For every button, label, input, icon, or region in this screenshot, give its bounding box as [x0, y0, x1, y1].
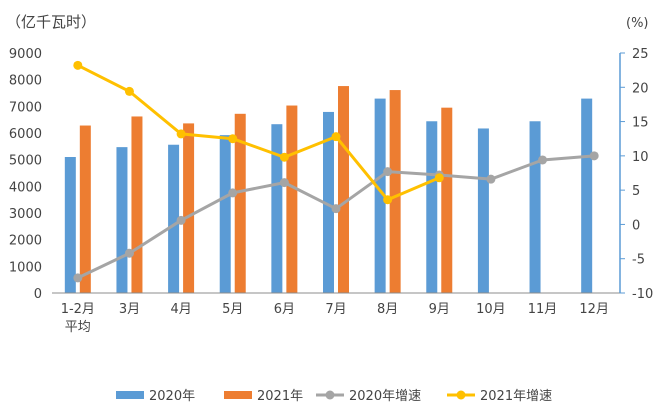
x-tick-label: 7月 [325, 302, 346, 317]
line-point-0-1 [124, 248, 134, 258]
line-point-0-3 [228, 188, 238, 198]
bar-0-1 [116, 147, 128, 293]
bar-series [64, 86, 593, 294]
line-point-0-0 [73, 273, 83, 283]
bar-1-4 [286, 105, 298, 294]
axes [52, 53, 621, 294]
legend: 2020年 2021年 2020年增速 2021年增速 [116, 389, 552, 404]
left-tick-label: 4000 [9, 180, 42, 195]
legend-label-3: 2021年增速 [480, 389, 552, 404]
right-tick-label: -10 [632, 287, 653, 302]
right-tick-label: 10 [632, 150, 649, 165]
x-tick-label: 6月 [274, 302, 295, 317]
bar-1-6 [389, 90, 401, 293]
left-tick-label: 0 [34, 287, 42, 302]
left-tick-label: 3000 [9, 207, 42, 222]
line-point-1-0 [73, 60, 83, 70]
bar-0-7 [426, 121, 438, 294]
line-point-1-3 [228, 134, 238, 144]
legend-swatch-1 [224, 391, 252, 399]
bar-1-0 [79, 125, 91, 294]
x-tick-label: 5月 [222, 302, 243, 317]
right-tick-label: 25 [632, 47, 649, 62]
line-point-0-8 [486, 174, 496, 184]
line-point-1-6 [383, 195, 393, 205]
line-point-0-10 [589, 151, 599, 161]
line-point-0-5 [331, 204, 341, 214]
right-axis-unit: (%) [626, 16, 649, 31]
right-tick-label: 20 [632, 81, 649, 96]
left-axis-unit: （亿千瓦时） [6, 13, 96, 31]
right-tick-label: 15 [632, 116, 649, 131]
line-point-0-2 [176, 215, 186, 225]
line-series [73, 60, 599, 283]
x-tick-label: 平均 [65, 320, 91, 335]
legend-label-0: 2020年 [149, 389, 195, 404]
bar-1-7 [441, 107, 453, 294]
x-tick-label: 12月 [579, 302, 609, 317]
right-tick-label: 5 [632, 184, 640, 199]
line-point-0-9 [538, 155, 548, 165]
bar-0-3 [219, 135, 231, 293]
bar-0-5 [323, 111, 334, 293]
x-tick-label: 4月 [170, 302, 191, 317]
left-axis-ticks: 0 1000 2000 3000 4000 5000 6000 7000 8000 9000 [9, 47, 42, 302]
x-tick-label: 8月 [377, 302, 398, 317]
x-tick-label: 3月 [119, 302, 140, 317]
bar-0-0 [64, 157, 76, 293]
bar-0-2 [168, 144, 180, 293]
left-tick-label: 5000 [9, 154, 42, 169]
x-tick-label: 1-2月 [61, 302, 95, 317]
legend-marker-2 [325, 390, 335, 400]
line-1 [77, 64, 440, 202]
line-point-1-5 [331, 132, 341, 142]
left-tick-label: 9000 [9, 47, 42, 62]
line-point-1-7 [434, 173, 444, 183]
line-point-0-6 [383, 167, 393, 177]
left-tick-label: 8000 [9, 74, 42, 89]
legend-swatch-0 [116, 391, 144, 399]
bar-0-8 [477, 128, 489, 293]
legend-label-2: 2020年增速 [349, 389, 421, 404]
x-tick-label: 11月 [528, 302, 558, 317]
line-point-1-4 [279, 152, 289, 162]
legend-label-1: 2021年 [257, 389, 303, 404]
left-tick-label: 6000 [9, 127, 42, 142]
bar-1-1 [131, 116, 143, 293]
right-axis-ticks: -10 -5 0 5 10 15 20 25 [620, 47, 653, 302]
right-tick-label: -5 [632, 253, 645, 268]
line-point-0-4 [279, 178, 289, 188]
bar-0-6 [374, 98, 386, 293]
left-tick-label: 7000 [9, 100, 42, 115]
line-0 [77, 154, 595, 280]
bar-0-10 [581, 98, 593, 293]
x-tick-label: 10月 [476, 302, 506, 317]
left-tick-label: 2000 [9, 234, 42, 249]
bar-1-2 [183, 123, 195, 294]
x-tick-label: 9月 [429, 302, 450, 317]
bar-1-5 [338, 86, 349, 293]
left-tick-label: 1000 [9, 260, 42, 275]
line-point-1-1 [124, 86, 134, 96]
bar-0-4 [271, 124, 283, 293]
line-point-1-2 [176, 129, 186, 139]
legend-marker-3 [456, 390, 466, 400]
bar-0-9 [529, 121, 541, 294]
bar-1-3 [234, 113, 246, 293]
right-tick-label: 0 [632, 218, 640, 233]
